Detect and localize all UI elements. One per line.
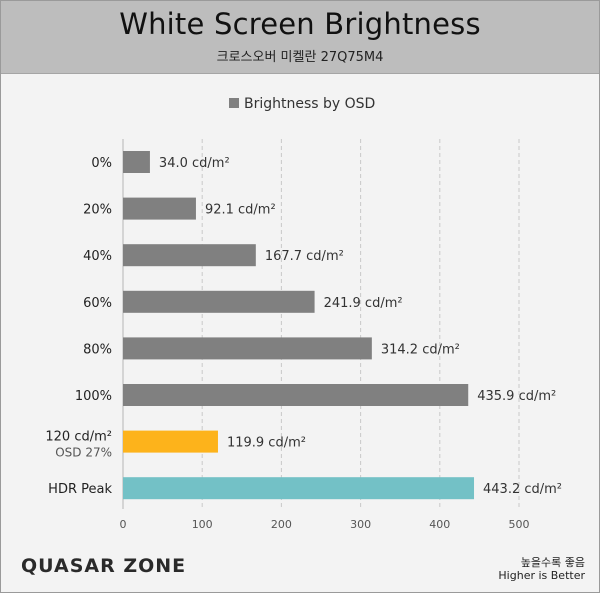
x-tick-label-500: 500 xyxy=(509,518,530,531)
higher-better-note-ko: 높을수록 좋음 xyxy=(520,556,585,569)
bar-0 xyxy=(123,151,150,173)
bar-6 xyxy=(123,430,218,453)
higher-better-note-en: Higher is Better xyxy=(498,569,585,582)
legend-label: Brightness by OSD xyxy=(244,96,375,112)
category-label-4: 80% xyxy=(83,342,112,357)
category-label-2: 40% xyxy=(83,249,112,264)
x-tick-label-300: 300 xyxy=(350,518,371,531)
category-label-3: 60% xyxy=(83,296,112,311)
chart-header: White Screen Brightness 크로스오버 미켈란 27Q75M… xyxy=(1,1,599,74)
legend-swatch xyxy=(229,98,239,108)
category-label-6: 120 cd/m² xyxy=(45,430,112,445)
chart-subtitle: 크로스오버 미켈란 27Q75M4 xyxy=(216,50,384,65)
value-label-0: 34.0 cd/m² xyxy=(159,156,230,171)
chart-title: White Screen Brightness xyxy=(119,7,481,41)
bar-7 xyxy=(123,477,475,500)
x-tick-label-400: 400 xyxy=(429,518,450,531)
category-label-0: 0% xyxy=(91,156,112,171)
value-label-2: 167.7 cd/m² xyxy=(265,249,344,264)
value-label-5: 435.9 cd/m² xyxy=(477,389,556,404)
x-tick-label-0: 0 xyxy=(120,518,127,531)
x-tick-label-100: 100 xyxy=(192,518,213,531)
value-label-6: 119.9 cd/m² xyxy=(227,436,306,451)
category-label-7: HDR Peak xyxy=(48,482,112,497)
value-label-3: 241.9 cd/m² xyxy=(324,296,403,311)
category-label-1: 20% xyxy=(83,203,112,218)
category-sublabel-6: OSD 27% xyxy=(55,446,112,460)
bar-3 xyxy=(123,290,315,313)
category-label-5: 100% xyxy=(75,389,112,404)
bar-1 xyxy=(123,197,196,220)
quasarzone-logo: QUASAR ZONE xyxy=(21,555,187,577)
bar-4 xyxy=(123,337,372,360)
value-label-4: 314.2 cd/m² xyxy=(381,342,460,357)
value-label-1: 92.1 cd/m² xyxy=(205,203,276,218)
value-label-7: 443.2 cd/m² xyxy=(483,482,562,497)
x-tick-label-200: 200 xyxy=(271,518,292,531)
bar-5 xyxy=(123,384,469,406)
bar-2 xyxy=(123,244,256,267)
